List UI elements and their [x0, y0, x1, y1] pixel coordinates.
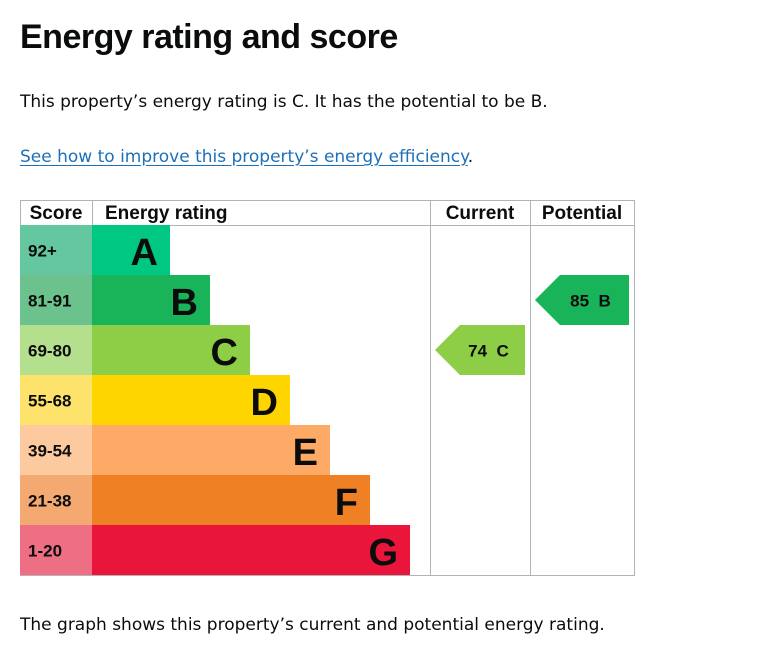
rating-bar-b: [92, 275, 210, 325]
rating-bar-c: [92, 325, 250, 375]
score-label-b: 81-91: [28, 292, 71, 311]
score-cell-d: [20, 375, 92, 425]
improve-efficiency-link[interactable]: See how to improve this property’s energ…: [20, 147, 468, 167]
score-cell-b: [20, 275, 92, 325]
page-title: Energy rating and score: [20, 18, 398, 56]
rating-bar-f: [92, 475, 370, 525]
rating-letter-c: C: [211, 332, 238, 374]
chart-caption: The graph shows this property’s current …: [20, 615, 605, 635]
header-score: Score: [30, 203, 83, 224]
rating-bar-e: [92, 425, 330, 475]
rating-letter-f: F: [335, 482, 358, 524]
chart-arrows: 74 C 85 B: [435, 275, 629, 375]
rating-letter-a: A: [131, 232, 158, 274]
score-label-a: 92+: [28, 242, 57, 261]
score-cell-a: [20, 225, 92, 275]
score-cell-c: [20, 325, 92, 375]
rating-letter-d: D: [251, 382, 278, 424]
rating-bar-d: [92, 375, 290, 425]
chart-bands: 92+ A 81-91 B 69-80 C 55-68 D 39-54 E 21-38 F 1-20 G: [20, 225, 410, 575]
score-label-e: 39-54: [28, 442, 72, 461]
chart-headers: Score Energy rating Current Potential: [30, 203, 623, 224]
rating-summary: This property’s energy rating is C. It h…: [20, 92, 548, 112]
rating-bar-a: [92, 225, 170, 275]
current-rating-label: 74 C: [468, 342, 509, 361]
header-potential: Potential: [542, 203, 622, 224]
score-label-f: 21-38: [28, 492, 71, 511]
current-rating-arrow: [435, 325, 525, 375]
score-cell-e: [20, 425, 92, 475]
potential-rating-arrow: [535, 275, 629, 325]
score-label-g: 1-20: [28, 542, 62, 561]
score-label-c: 69-80: [28, 342, 71, 361]
rating-letter-g: G: [368, 532, 398, 574]
score-cell-g: [20, 525, 92, 575]
score-label-d: 55-68: [28, 392, 71, 411]
header-energy-rating: Energy rating: [105, 203, 227, 224]
improve-link-line: See how to improve this property’s energ…: [20, 147, 473, 167]
rating-letter-b: B: [171, 282, 198, 324]
score-cell-f: [20, 475, 92, 525]
link-suffix: .: [467, 147, 474, 167]
potential-rating-label: 85 B: [570, 292, 611, 311]
energy-rating-chart: Score Energy rating Current Potential 92+ A 8…: [20, 200, 635, 576]
rating-letter-e: E: [293, 432, 318, 474]
rating-bar-g: [92, 525, 410, 575]
header-current: Current: [446, 203, 515, 224]
